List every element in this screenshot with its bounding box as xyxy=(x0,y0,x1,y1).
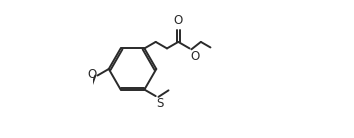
Text: S: S xyxy=(156,97,164,110)
Text: O: O xyxy=(190,50,200,63)
Text: O: O xyxy=(87,68,97,81)
Text: O: O xyxy=(174,14,183,27)
